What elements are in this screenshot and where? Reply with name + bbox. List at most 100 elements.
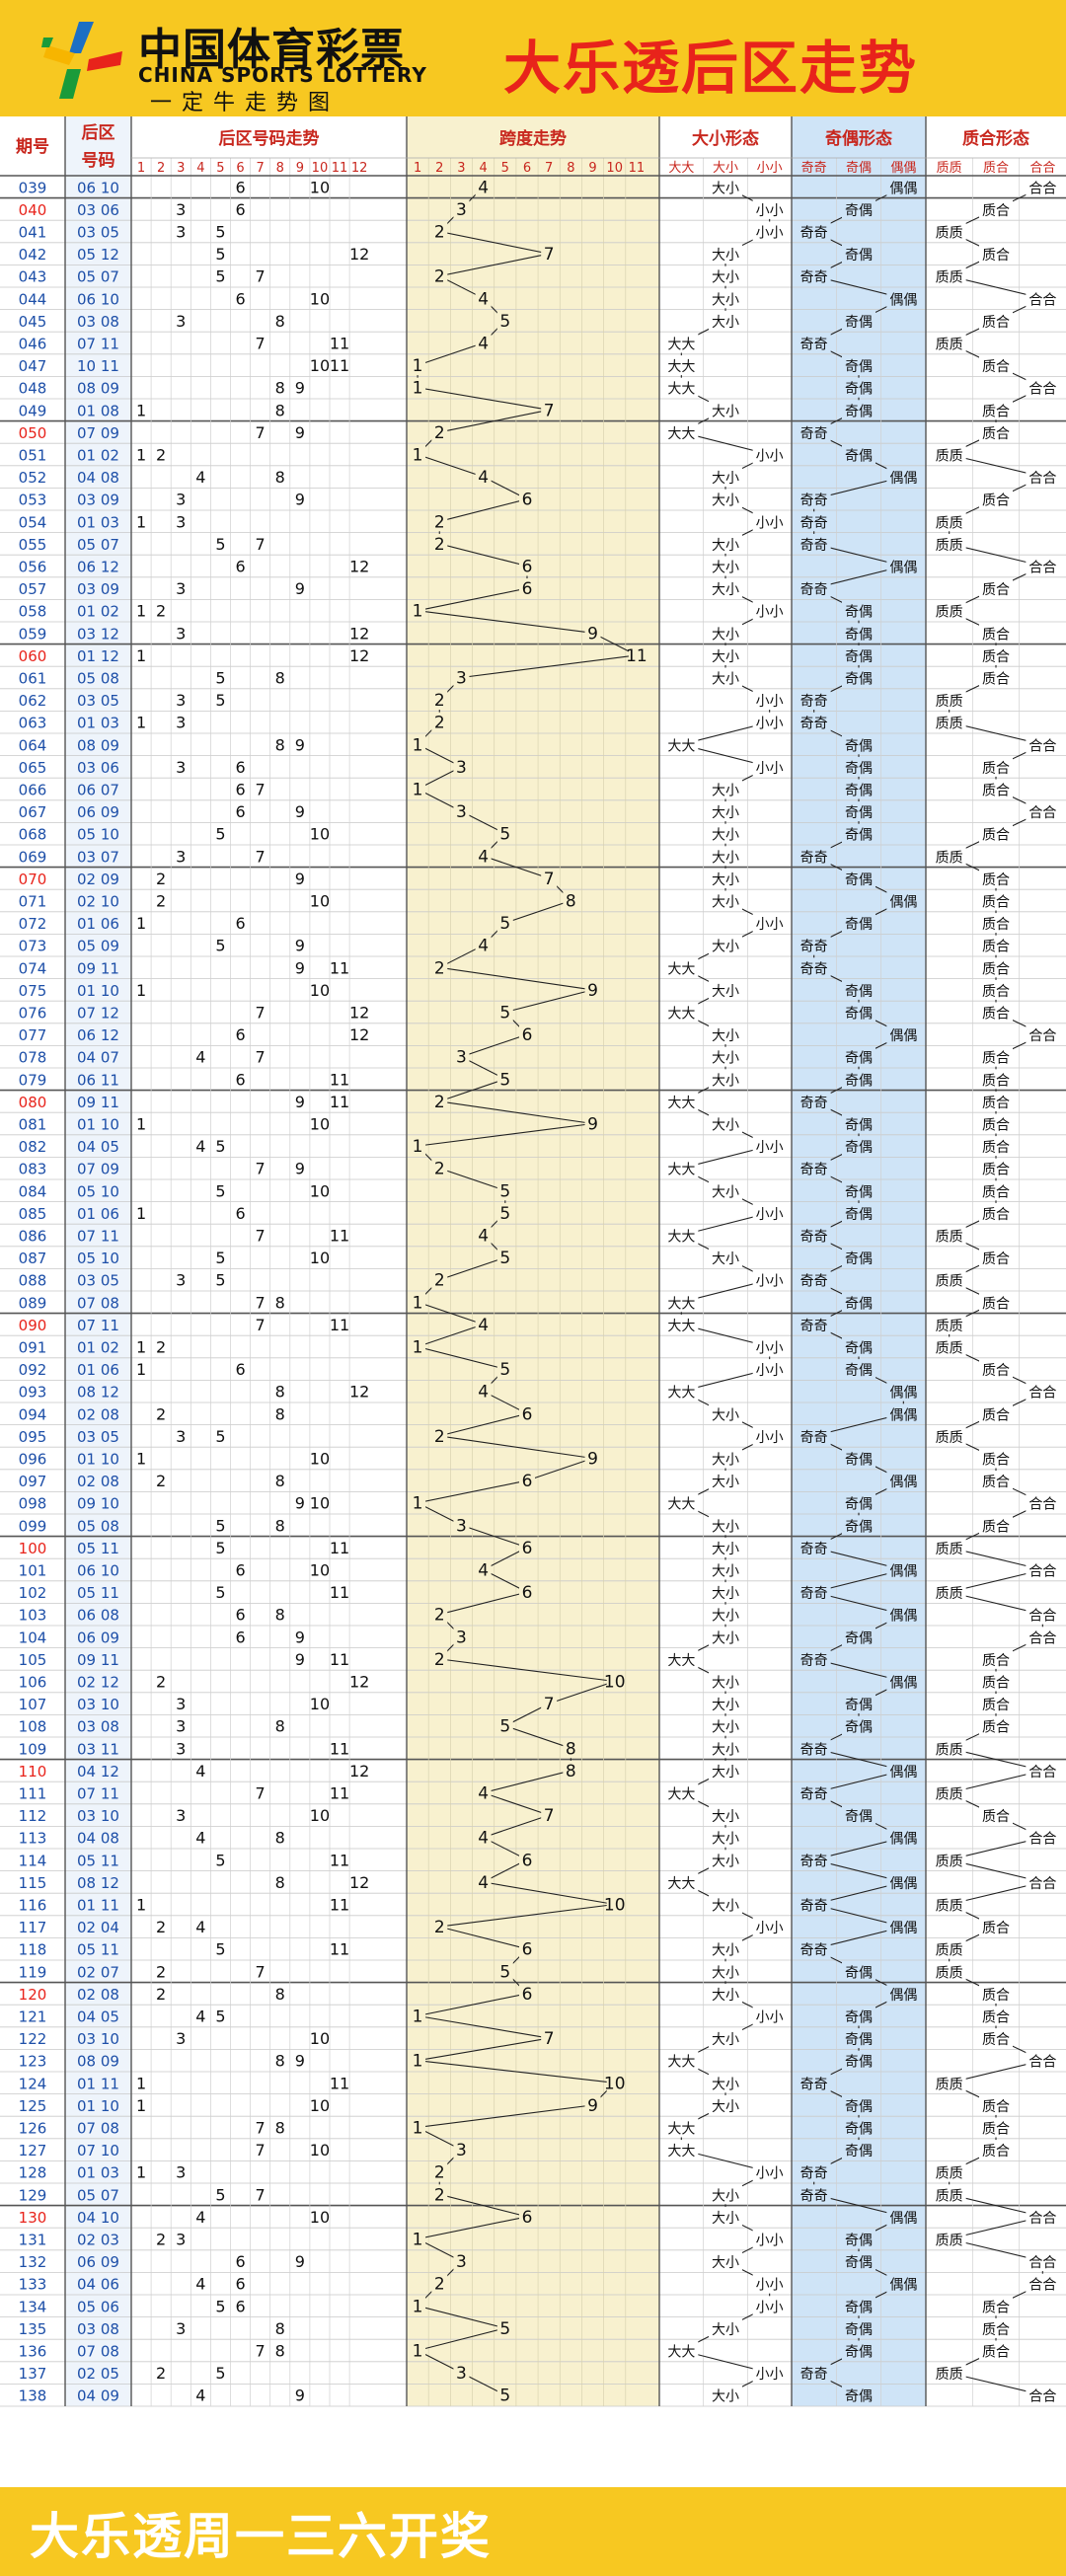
size-point-bg bbox=[709, 489, 742, 509]
size-point: 大小 bbox=[712, 1028, 739, 1044]
prime-point-bg bbox=[979, 2140, 1013, 2160]
size-point-bg bbox=[709, 1961, 742, 1982]
span-point: 5 bbox=[499, 1204, 510, 1224]
size-col-label: 小小 bbox=[757, 161, 783, 176]
size-point: 大大 bbox=[667, 382, 695, 398]
back-number-label: 02 08 bbox=[77, 1405, 119, 1423]
parity-point-bg bbox=[797, 578, 831, 599]
span-point-bg bbox=[410, 2229, 426, 2249]
span-point: 8 bbox=[566, 1739, 576, 1759]
trend-number-mark: 1 bbox=[136, 401, 146, 419]
span-point: 4 bbox=[478, 847, 489, 867]
prime-point-bg bbox=[932, 846, 966, 867]
parity-point: 奇奇 bbox=[800, 1095, 828, 1111]
prime-point-bg bbox=[979, 355, 1013, 376]
prime-point-bg bbox=[979, 1136, 1013, 1157]
parity-point: 偶偶 bbox=[889, 471, 917, 487]
parity-point-bg bbox=[842, 801, 876, 822]
size-point: 小小 bbox=[756, 1140, 784, 1156]
span-point: 7 bbox=[544, 870, 555, 889]
size-point-bg bbox=[752, 511, 787, 532]
size-point-bg bbox=[709, 1738, 742, 1759]
parity-point-bg bbox=[797, 265, 831, 286]
prime-point-bg bbox=[1026, 1024, 1060, 1045]
size-point: 大小 bbox=[712, 872, 739, 888]
trend-number-mark: 6 bbox=[235, 1070, 245, 1089]
back-number-label: 06 12 bbox=[77, 1026, 119, 1044]
period-label: 093 bbox=[19, 1384, 47, 1402]
prime-point: 质合 bbox=[982, 1140, 1010, 1156]
size-point: 小小 bbox=[756, 717, 784, 732]
parity-point: 奇奇 bbox=[800, 1273, 828, 1290]
span-point: 6 bbox=[522, 1940, 533, 1960]
trend-number-mark: 9 bbox=[295, 2052, 305, 2071]
trend-number-mark: 9 bbox=[295, 735, 305, 754]
parity-point: 偶偶 bbox=[889, 1407, 917, 1423]
parity-point-bg bbox=[886, 1471, 921, 1491]
span-point-bg bbox=[475, 333, 492, 353]
parity-point-bg bbox=[842, 444, 876, 465]
trend-number-mark: 1 bbox=[136, 1360, 146, 1379]
span-point-bg bbox=[496, 1069, 513, 1090]
size-point: 大小 bbox=[712, 471, 739, 487]
trend-number-mark: 10 bbox=[310, 892, 330, 911]
parity-point-bg bbox=[886, 467, 921, 488]
trend-number-mark: 10 bbox=[310, 289, 330, 308]
span-col-label: 9 bbox=[588, 161, 596, 176]
back-number-label: 01 10 bbox=[77, 2097, 119, 2115]
back-number-label: 01 02 bbox=[77, 1339, 119, 1357]
trend-number-mark: 7 bbox=[256, 2141, 266, 2159]
back-number-label: 02 08 bbox=[77, 1473, 119, 1490]
prime-point: 质合 bbox=[982, 2099, 1010, 2115]
trend-chart: 期号 后区 号码 后区号码走势 跨度走势 大小形态 奇偶形态 质合形态 1 2 3 4 5 6 7 8 9 10 1… bbox=[0, 116, 1066, 2487]
prime-point: 质合 bbox=[982, 2032, 1010, 2048]
parity-point: 奇偶 bbox=[845, 804, 873, 821]
span-point-bg bbox=[496, 2385, 513, 2405]
back-number-label: 04 08 bbox=[77, 1830, 119, 1848]
prime-point: 质质 bbox=[936, 226, 963, 242]
size-point-bg bbox=[664, 1648, 699, 1669]
size-point-bg bbox=[709, 310, 742, 331]
trend-number-mark: 1 bbox=[136, 646, 146, 665]
span-point: 6 bbox=[522, 579, 533, 599]
span-point: 2 bbox=[434, 423, 445, 443]
back-number-label: 01 06 bbox=[77, 915, 119, 933]
size-point-bg bbox=[709, 1069, 742, 1090]
header-trend: 后区号码走势 bbox=[219, 128, 320, 149]
back-number-label: 09 11 bbox=[77, 1651, 119, 1669]
period-label: 069 bbox=[19, 848, 47, 866]
span-point-bg bbox=[475, 177, 492, 197]
span-point-bg bbox=[541, 400, 558, 420]
period-label: 079 bbox=[19, 1071, 47, 1089]
parity-point: 偶偶 bbox=[889, 1028, 917, 1044]
period-label: 112 bbox=[19, 1807, 47, 1825]
prime-point: 质质 bbox=[936, 2367, 963, 2383]
trend-number-mark: 2 bbox=[156, 1404, 166, 1423]
span-point: 4 bbox=[478, 289, 489, 309]
size-point-bg bbox=[664, 2050, 699, 2071]
size-point: 大小 bbox=[712, 1698, 739, 1713]
size-point-bg bbox=[752, 756, 787, 777]
span-point: 2 bbox=[434, 1606, 445, 1626]
trend-number-mark: 10 bbox=[310, 2141, 330, 2159]
size-point-bg bbox=[664, 1091, 699, 1111]
parity-point: 奇奇 bbox=[800, 514, 828, 531]
span-point: 3 bbox=[456, 1048, 467, 1068]
prime-point: 质质 bbox=[936, 1742, 963, 1758]
span-point: 2 bbox=[434, 223, 445, 243]
size-point: 大大 bbox=[667, 1319, 695, 1334]
trend-number-mark: 1 bbox=[136, 2163, 146, 2182]
prime-point-bg bbox=[979, 868, 1013, 888]
trend-number-mark: 4 bbox=[195, 1137, 205, 1156]
size-point-bg bbox=[752, 712, 787, 732]
trend-number-mark: 11 bbox=[330, 1739, 349, 1758]
trend-number-mark: 3 bbox=[176, 312, 186, 331]
parity-point-bg bbox=[797, 1582, 831, 1603]
parity-point-bg bbox=[797, 421, 831, 442]
parity-point: 偶偶 bbox=[889, 1609, 917, 1625]
span-point-bg bbox=[475, 1225, 492, 1246]
trend-number-mark: 12 bbox=[349, 624, 369, 643]
prime-point-bg bbox=[932, 2229, 966, 2249]
span-point-bg bbox=[563, 1760, 579, 1780]
parity-point: 奇偶 bbox=[845, 760, 873, 777]
